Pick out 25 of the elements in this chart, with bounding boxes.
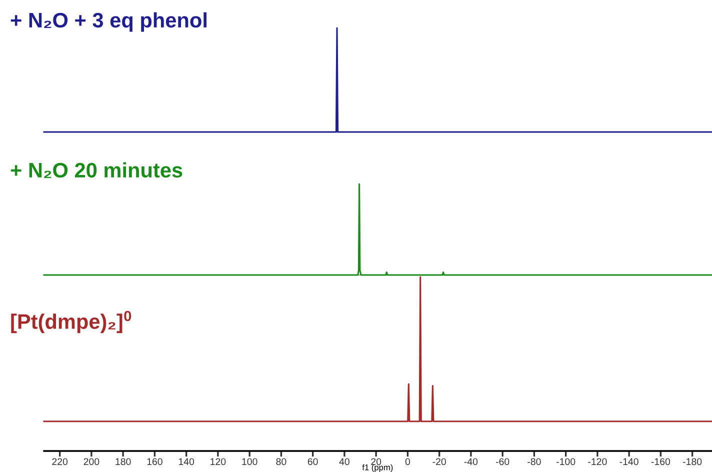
x-tick-label: 120 xyxy=(210,458,226,466)
x-tick-label: -100 xyxy=(556,458,576,466)
x-tick-label: -20 xyxy=(432,458,446,466)
x-tick-label: 220 xyxy=(52,458,68,466)
x-tick-label: 80 xyxy=(276,458,286,466)
x-tick-label: 200 xyxy=(84,458,100,466)
x-tick-label: -60 xyxy=(496,458,510,466)
x-tick-label: 20 xyxy=(371,458,382,466)
x-tick-label: 180 xyxy=(116,458,131,466)
x-tick-label: 160 xyxy=(147,458,162,466)
x-tick-label: -140 xyxy=(620,458,638,466)
x-tick-label: 0 xyxy=(405,458,410,466)
x-tick-label: 40 xyxy=(339,458,350,466)
x-axis-title: f1 (ppm) xyxy=(362,464,393,472)
x-tick-label: -160 xyxy=(651,458,670,466)
x-tick-label: 140 xyxy=(178,458,194,466)
x-tick-label: -180 xyxy=(683,458,702,466)
chart-title: + N₂O 20 minutes xyxy=(10,162,182,178)
x-tick-label: -120 xyxy=(588,458,607,466)
chart-title: + N₂O + 3 eq phenol xyxy=(10,12,206,32)
text: [Pt(dmpe)₂]$^{0}$ xyxy=(11,310,132,334)
x-tick-label: -80 xyxy=(528,458,541,466)
x-tick-label: 60 xyxy=(308,458,318,466)
x-tick-label: -40 xyxy=(464,458,478,466)
x-tick-label: 100 xyxy=(242,458,258,466)
